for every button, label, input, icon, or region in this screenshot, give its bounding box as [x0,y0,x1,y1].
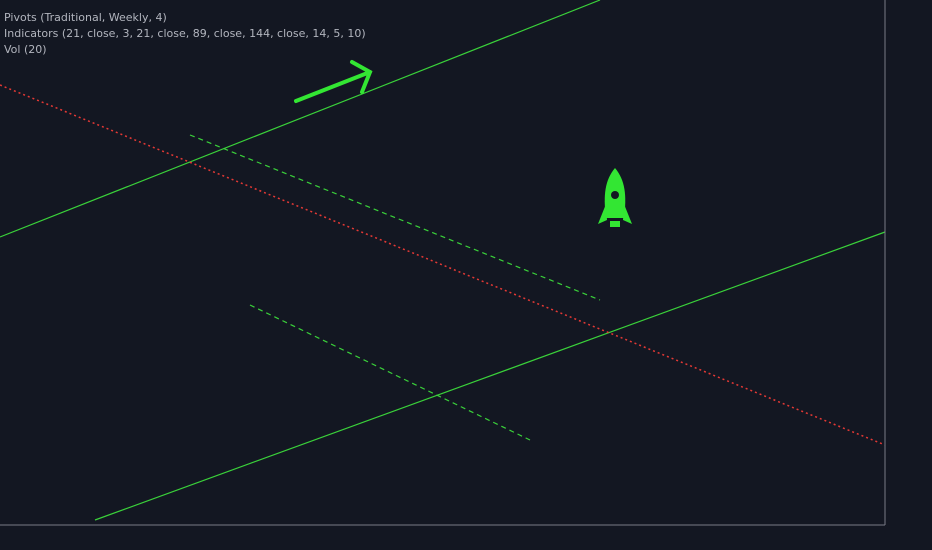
arrow [294,60,373,103]
price-axis-bg [885,0,932,550]
trend-line [94,231,886,521]
trend-line [0,0,601,238]
header: Indicators (21, close, 3, 21, close, 89,… [4,27,366,40]
rocket [598,168,632,227]
channel-line [189,134,601,301]
trend-line [0,84,886,446]
channel-line [249,304,531,441]
header: Pivots (Traditional, Weekly, 4) [4,11,167,24]
header: Vol (20) [4,43,47,56]
